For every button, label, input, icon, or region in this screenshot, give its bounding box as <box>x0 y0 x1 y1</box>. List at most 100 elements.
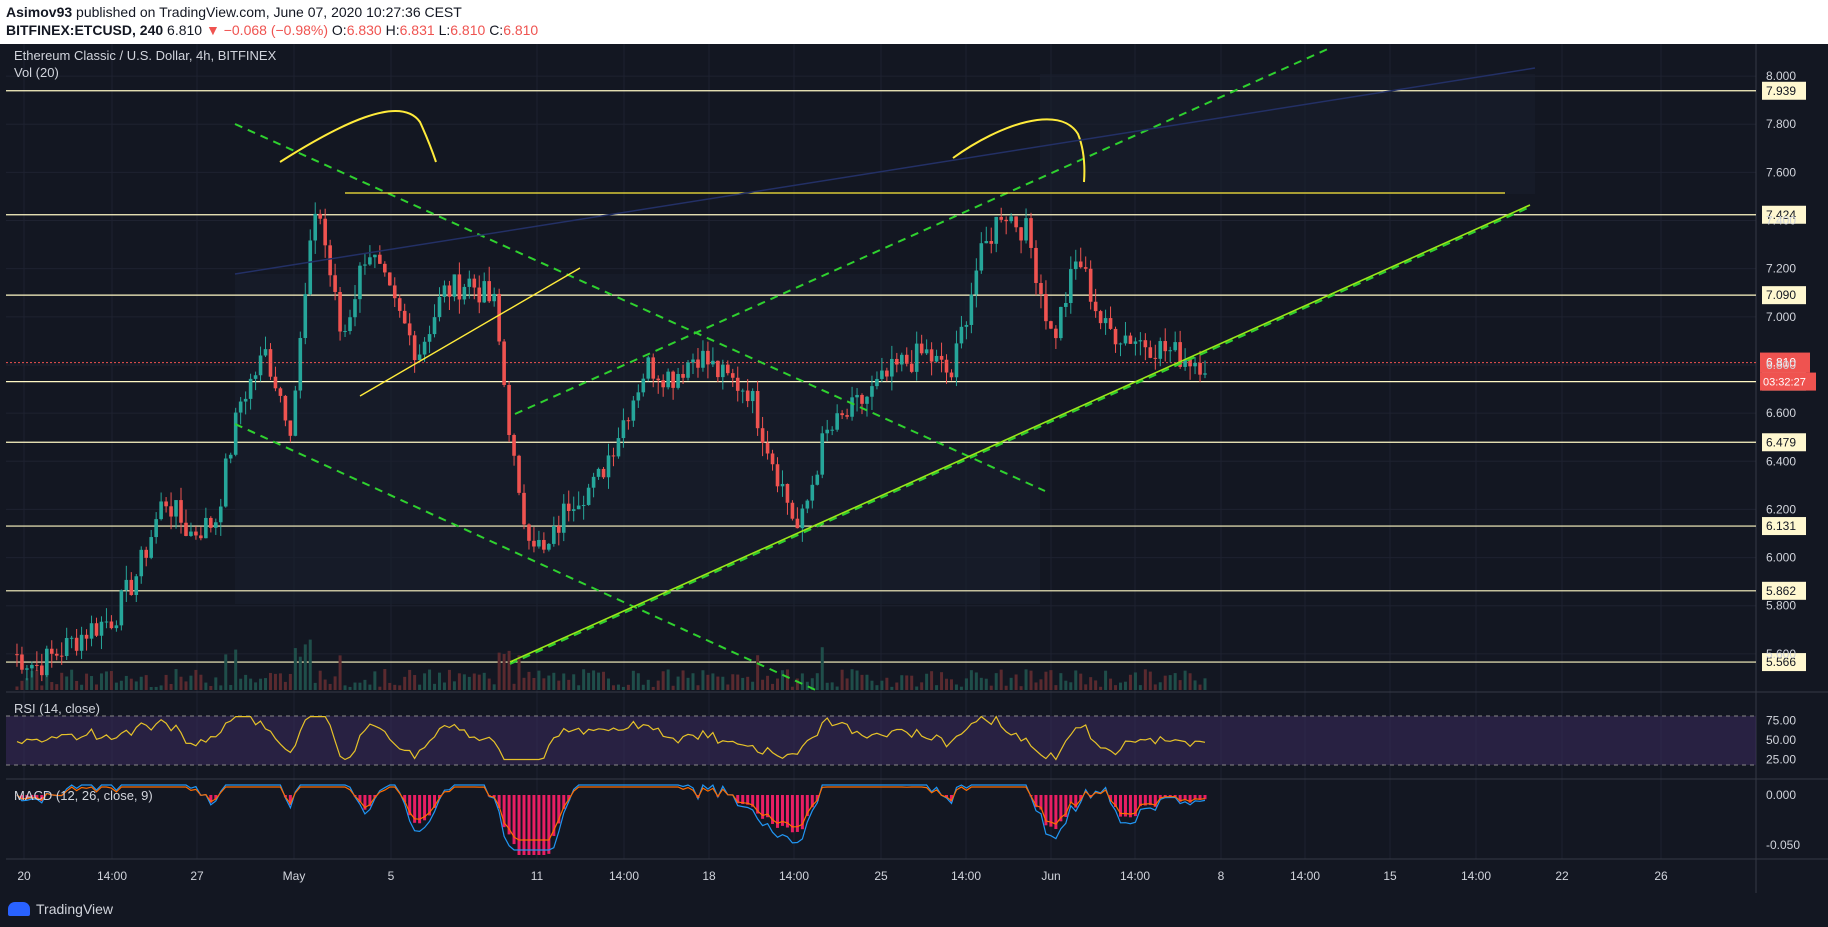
volume-bar <box>751 681 755 690</box>
volume-bar <box>90 676 94 690</box>
candle-body <box>706 350 710 365</box>
volume-bar <box>1004 685 1008 690</box>
volume-bar <box>537 670 541 690</box>
tradingview-logo[interactable]: TradingView <box>8 901 113 917</box>
author-name[interactable]: Asimov93 <box>6 4 73 20</box>
volume-bar <box>959 686 963 690</box>
level-label: 7.424 <box>1766 208 1796 222</box>
volume-bar <box>691 673 695 690</box>
volume-bar <box>75 680 79 690</box>
candle-body <box>1128 335 1133 344</box>
volume-bar <box>711 673 715 690</box>
volume-bar <box>164 674 168 690</box>
candle-body <box>218 506 223 523</box>
time-tick-label: 15 <box>1383 869 1397 883</box>
volume-bar <box>124 675 128 690</box>
macd-histogram-bar <box>1114 795 1118 808</box>
regression-midline <box>234 67 1536 275</box>
candle-body <box>283 395 288 421</box>
macd-histogram-bar <box>403 795 407 803</box>
macd-histogram-bar <box>502 795 506 828</box>
candle-body <box>79 634 84 651</box>
volume-bar <box>313 682 317 690</box>
candle-body <box>770 453 775 465</box>
macd-histogram-bar <box>736 795 740 804</box>
volume-bar <box>1069 682 1073 690</box>
first-top-arc <box>279 110 437 163</box>
volume-bar <box>611 685 615 690</box>
candle-body <box>447 285 452 297</box>
volume-bar <box>1079 673 1083 690</box>
volume-bar <box>303 644 307 690</box>
volume-bar <box>532 677 536 690</box>
volume-bar <box>1173 673 1177 690</box>
volume-bar <box>776 678 780 690</box>
volume-bar <box>323 679 327 690</box>
macd-tick-label: -0.050 <box>1766 838 1800 852</box>
candle-body <box>924 349 929 354</box>
candle-body <box>1024 218 1028 241</box>
candle-body <box>1083 267 1088 269</box>
volume-bar <box>870 680 874 690</box>
macd-histogram-bar <box>741 795 745 805</box>
candle-body <box>368 257 372 265</box>
volume-bar <box>169 683 173 690</box>
volume-bar <box>65 676 69 690</box>
candle-body <box>323 218 327 246</box>
macd-histogram-bar <box>408 795 412 816</box>
volume-bar <box>229 684 233 690</box>
volume-bar <box>1158 682 1162 690</box>
volume-bar <box>1104 670 1108 690</box>
candle-body <box>497 293 501 342</box>
macd-histogram-bar <box>507 795 511 835</box>
macd-histogram-bar <box>790 795 794 833</box>
candle-body <box>199 535 203 539</box>
candle-body <box>144 549 149 558</box>
macd-histogram-bar <box>771 795 775 824</box>
candle-body <box>616 438 621 457</box>
time-tick-label: 25 <box>874 869 888 883</box>
candle-body <box>1138 340 1143 342</box>
volume-bar <box>1168 675 1172 690</box>
candle-body <box>1188 359 1192 367</box>
macd-tick-label: 0.000 <box>1766 788 1796 802</box>
countdown-label: 03:32:27 <box>1763 377 1806 389</box>
time-tick-label: 14:00 <box>951 869 981 883</box>
macd-histogram-bar <box>552 795 556 837</box>
volume-bar <box>860 674 864 690</box>
volume-bar <box>1024 669 1028 690</box>
macd-histogram-bar <box>1109 795 1113 802</box>
candle-body <box>661 380 665 388</box>
volume-bar <box>790 686 794 690</box>
candle-body <box>556 526 561 533</box>
volume-bar <box>1014 674 1018 690</box>
published-text: published on TradingView.com, June 07, 2… <box>76 4 462 20</box>
rsi-band <box>6 716 1756 765</box>
volume-bar <box>442 682 446 690</box>
candle-body <box>780 483 785 487</box>
candle-body <box>343 331 347 333</box>
volume-bar <box>1153 684 1157 690</box>
candle-body <box>795 518 800 529</box>
chart-canvas[interactable]: 7.9397.4247.0906.7316.4796.1315.8625.566… <box>0 44 1828 893</box>
volume-bar <box>239 678 243 690</box>
volume-bar <box>467 676 471 690</box>
candle-body <box>502 341 506 385</box>
time-tick-label: Jun <box>1041 869 1060 883</box>
price-axis: 8.000 7.800 7.600 7.400 7.200 7.000 6.800 6.600… <box>1766 69 1796 661</box>
macd-histogram-bar <box>1198 795 1202 800</box>
candle-body <box>1153 357 1158 359</box>
candle-body <box>1078 261 1083 268</box>
macd-histogram-bar <box>1049 795 1053 827</box>
macd-histogram-bar <box>945 795 949 798</box>
volume-bar <box>154 686 158 690</box>
macd-histogram-bar <box>557 795 561 824</box>
candle-body <box>775 464 780 487</box>
candle-body <box>1113 328 1118 345</box>
candle-body <box>601 468 606 478</box>
volume-bar <box>517 655 521 690</box>
volume-bar <box>925 673 929 690</box>
trend-lines <box>234 47 1536 693</box>
candle-body <box>785 483 790 503</box>
candle-body <box>820 433 825 475</box>
